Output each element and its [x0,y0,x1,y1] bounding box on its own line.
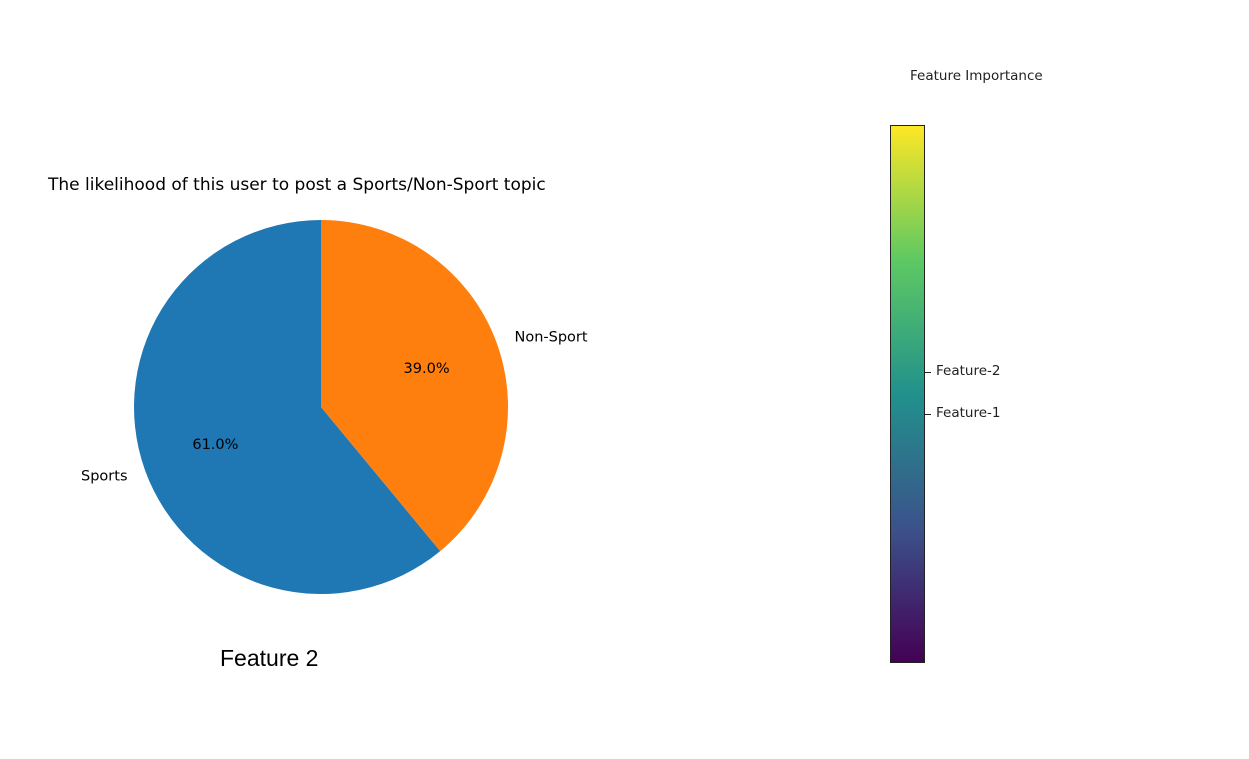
colorbar-tick-mark [924,414,931,416]
pie-slice-non-sport [321,219,509,552]
pie-chart: 61.0% Sports 39.0% Non-Sport [81,219,588,594]
colorbar-tick-label: Feature-1 [936,405,1001,422]
figure-caption: Feature 2 [220,645,319,671]
colorbar [890,125,925,663]
colorbar-tick-mark [924,371,931,373]
pie-slice-sports [134,220,441,594]
pie-chart-title: The likelihood of this user to post a Sp… [48,175,546,195]
pie-slice-percent-label: 61.0% [192,437,238,453]
pie-slice-category-label: Sports [81,469,127,485]
pie-slice-percent-label: 39.0% [404,361,450,377]
colorbar-title: Feature Importance [910,68,1043,84]
colorbar-tick-label: Feature-2 [936,362,1001,379]
pie-slice-category-label: Non-Sport [515,329,588,345]
